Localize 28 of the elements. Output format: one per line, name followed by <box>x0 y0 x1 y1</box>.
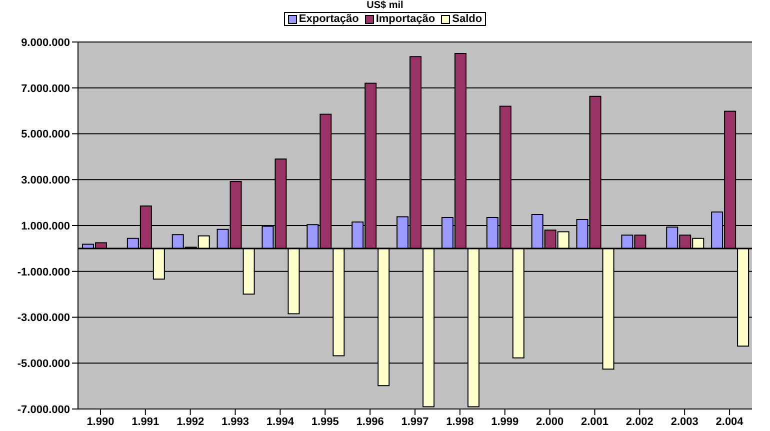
y-tick-label: -5.000.000 <box>17 358 70 370</box>
x-tick-label: 1.998 <box>446 416 474 428</box>
x-tick-label: 1.992 <box>176 416 204 428</box>
x-tick-label: 1.994 <box>266 416 295 428</box>
x-tick-label: 1.996 <box>356 416 384 428</box>
y-tick-label: -3.000.000 <box>17 312 70 324</box>
y-tick-label: 1.000.000 <box>21 220 70 232</box>
x-tick-label: 2.004 <box>716 416 744 428</box>
legend-label: Importação <box>374 13 436 25</box>
legend-label: Saldo <box>451 13 482 25</box>
x-tick-label: 1.993 <box>222 416 250 428</box>
x-tick-label: 1.999 <box>491 416 519 428</box>
x-tick-label: 2.000 <box>536 416 564 428</box>
x-tick-label: 1.997 <box>401 416 429 428</box>
y-tick-label: 9.000.000 <box>21 36 70 49</box>
x-tick-label: 2.002 <box>626 416 654 428</box>
x-tick-label: 2.001 <box>580 416 608 428</box>
legend-label: Exportação <box>298 13 359 25</box>
y-tick-label: -7.000.000 <box>17 404 70 416</box>
y-tick-label: 5.000.000 <box>21 128 70 141</box>
x-tick-label: 2.003 <box>670 416 698 428</box>
y-tick-label: 3.000.000 <box>21 174 70 187</box>
x-tick-label: 1.990 <box>86 416 114 428</box>
x-tick-label: 1.991 <box>132 416 160 428</box>
y-tick-label: -1.000.000 <box>17 266 70 278</box>
y-tick-label: 7.000.000 <box>21 82 70 95</box>
chart-title: US$ mil <box>366 0 404 11</box>
x-tick-label: 1.995 <box>311 416 339 428</box>
